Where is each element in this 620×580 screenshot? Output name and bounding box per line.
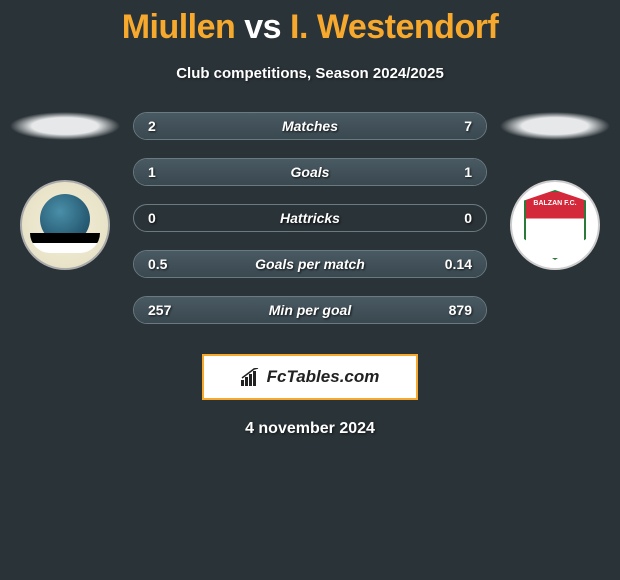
stat-bar: 27Matches [133, 112, 487, 140]
brand-text: FcTables.com [267, 367, 380, 387]
stat-bar: 00Hattricks [133, 204, 487, 232]
stats-column: 27Matches 11Goals 00Hattricks 0.50.14Goals … [125, 112, 495, 342]
stat-bar: 257879Min per goal [133, 296, 487, 324]
vs-separator: vs [244, 8, 281, 46]
club-right-logo [510, 180, 600, 270]
club-left-logo [20, 180, 110, 270]
club-right-shield [524, 190, 586, 260]
brand-box[interactable]: FcTables.com [202, 354, 418, 400]
stat-bar: 11Goals [133, 158, 487, 186]
date-text: 4 november 2024 [0, 420, 620, 438]
stat-label: Matches [134, 118, 486, 134]
stat-bar: 0.50.14Goals per match [133, 250, 487, 278]
stat-label: Hattricks [134, 210, 486, 226]
stat-label: Goals per match [134, 256, 486, 272]
stat-label: Min per goal [134, 302, 486, 318]
player-right-name: I. Westendorf [290, 8, 498, 46]
page-title: Miullen vs I. Westendorf [0, 0, 620, 47]
comparison-card: Miullen vs I. Westendorf Club competitio… [0, 0, 620, 438]
player-left-column [5, 112, 125, 270]
subtitle: Club competitions, Season 2024/2025 [0, 65, 620, 82]
player-right-photo-placeholder [500, 112, 610, 140]
stat-label: Goals [134, 164, 486, 180]
chart-icon [241, 368, 261, 386]
player-right-column [495, 112, 615, 270]
player-left-name: Miullen [122, 8, 236, 46]
main-row: 27Matches 11Goals 00Hattricks 0.50.14Goals … [0, 112, 620, 342]
player-left-photo-placeholder [10, 112, 120, 140]
